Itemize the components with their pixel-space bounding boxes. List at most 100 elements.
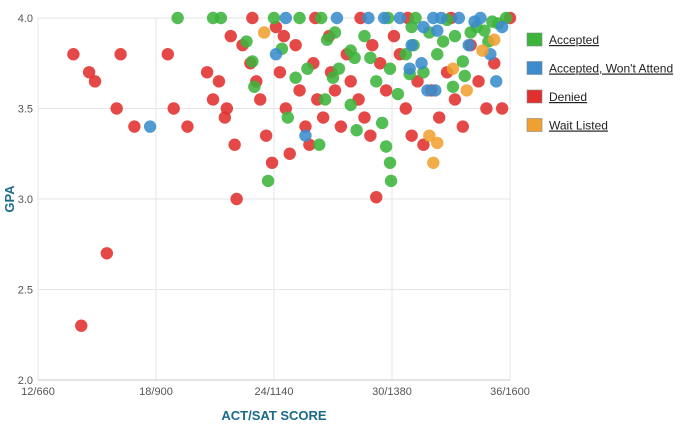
data-point[interactable] xyxy=(370,75,383,88)
data-point[interactable] xyxy=(446,80,460,93)
data-point[interactable] xyxy=(100,247,114,260)
data-point[interactable] xyxy=(384,174,398,188)
data-point[interactable] xyxy=(328,26,342,39)
data-point[interactable] xyxy=(456,120,469,133)
data-point[interactable] xyxy=(318,93,332,106)
data-point[interactable] xyxy=(362,11,375,25)
data-point[interactable] xyxy=(358,29,371,43)
data-point[interactable] xyxy=(403,62,416,75)
data-point[interactable] xyxy=(289,71,302,84)
data-point[interactable] xyxy=(330,11,344,25)
data-point[interactable] xyxy=(283,147,296,160)
data-point[interactable] xyxy=(246,55,259,68)
data-point[interactable] xyxy=(423,129,436,142)
legend-label[interactable]: Wait Listed xyxy=(549,119,608,133)
data-point[interactable] xyxy=(490,75,503,88)
data-point[interactable] xyxy=(301,62,314,75)
data-point[interactable] xyxy=(415,57,428,70)
data-point[interactable] xyxy=(393,11,407,25)
data-point[interactable] xyxy=(265,156,279,169)
data-point[interactable] xyxy=(452,11,466,25)
data-point[interactable] xyxy=(358,111,371,124)
data-point[interactable] xyxy=(458,69,471,83)
data-point[interactable] xyxy=(344,75,357,88)
data-point[interactable] xyxy=(348,51,361,65)
data-point[interactable] xyxy=(405,129,418,142)
data-point[interactable] xyxy=(230,192,243,206)
data-point[interactable] xyxy=(431,136,444,150)
data-point[interactable] xyxy=(468,15,481,28)
data-point[interactable] xyxy=(433,111,446,124)
data-point[interactable] xyxy=(224,29,237,43)
data-point[interactable] xyxy=(344,98,357,112)
data-point[interactable] xyxy=(364,51,377,65)
data-point[interactable] xyxy=(448,29,462,43)
data-point[interactable] xyxy=(456,55,469,68)
data-point[interactable] xyxy=(480,102,493,115)
data-point[interactable] xyxy=(75,319,88,332)
data-point[interactable] xyxy=(448,93,462,106)
data-point[interactable] xyxy=(429,84,442,97)
data-point[interactable] xyxy=(486,15,499,28)
data-point[interactable] xyxy=(167,102,180,115)
data-point[interactable] xyxy=(128,120,141,133)
data-point[interactable] xyxy=(370,190,383,204)
data-point[interactable] xyxy=(417,138,430,151)
data-point[interactable] xyxy=(267,11,281,25)
data-point[interactable] xyxy=(495,20,509,34)
data-point[interactable] xyxy=(181,120,194,133)
data-point[interactable] xyxy=(488,33,501,46)
data-point[interactable] xyxy=(383,62,397,75)
data-point[interactable] xyxy=(299,129,312,142)
data-point[interactable] xyxy=(377,11,391,25)
data-point[interactable] xyxy=(379,84,393,97)
data-point[interactable] xyxy=(218,111,232,124)
data-point[interactable] xyxy=(212,75,226,88)
data-point[interactable] xyxy=(254,93,267,106)
data-point[interactable] xyxy=(411,75,424,88)
data-point[interactable] xyxy=(446,62,460,75)
data-point[interactable] xyxy=(293,11,306,25)
data-point[interactable] xyxy=(289,38,302,52)
data-point[interactable] xyxy=(200,66,214,79)
data-point[interactable] xyxy=(334,120,348,133)
data-point[interactable] xyxy=(383,156,397,169)
data-point[interactable] xyxy=(462,38,475,52)
data-point[interactable] xyxy=(391,87,405,101)
data-point[interactable] xyxy=(326,71,340,84)
legend-label[interactable]: Accepted xyxy=(549,33,599,47)
data-point[interactable] xyxy=(417,20,430,34)
data-point[interactable] xyxy=(88,75,102,88)
data-point[interactable] xyxy=(364,129,377,142)
data-point[interactable] xyxy=(143,120,157,133)
data-point[interactable] xyxy=(246,11,259,25)
data-point[interactable] xyxy=(431,24,444,37)
data-point[interactable] xyxy=(257,26,271,39)
data-point[interactable] xyxy=(293,84,306,97)
data-point[interactable] xyxy=(316,111,330,124)
data-point[interactable] xyxy=(67,48,80,61)
legend-label[interactable]: Denied xyxy=(549,90,587,104)
data-point[interactable] xyxy=(206,93,220,106)
data-point[interactable] xyxy=(313,138,326,151)
data-point[interactable] xyxy=(248,80,261,93)
data-point[interactable] xyxy=(374,57,387,70)
data-point[interactable] xyxy=(387,29,401,43)
data-point[interactable] xyxy=(350,124,363,137)
data-point[interactable] xyxy=(161,48,174,61)
data-point[interactable] xyxy=(277,29,291,43)
data-point[interactable] xyxy=(328,84,342,97)
data-point[interactable] xyxy=(332,62,346,75)
data-point[interactable] xyxy=(261,174,275,188)
data-point[interactable] xyxy=(379,140,393,153)
data-point[interactable] xyxy=(114,48,127,61)
data-point[interactable] xyxy=(240,35,253,48)
data-point[interactable] xyxy=(495,102,509,115)
data-point[interactable] xyxy=(399,102,412,115)
data-point[interactable] xyxy=(320,33,334,46)
data-point[interactable] xyxy=(214,11,228,25)
data-point[interactable] xyxy=(434,11,448,25)
data-point[interactable] xyxy=(366,38,379,52)
data-point[interactable] xyxy=(431,48,444,61)
data-point[interactable] xyxy=(269,48,283,61)
